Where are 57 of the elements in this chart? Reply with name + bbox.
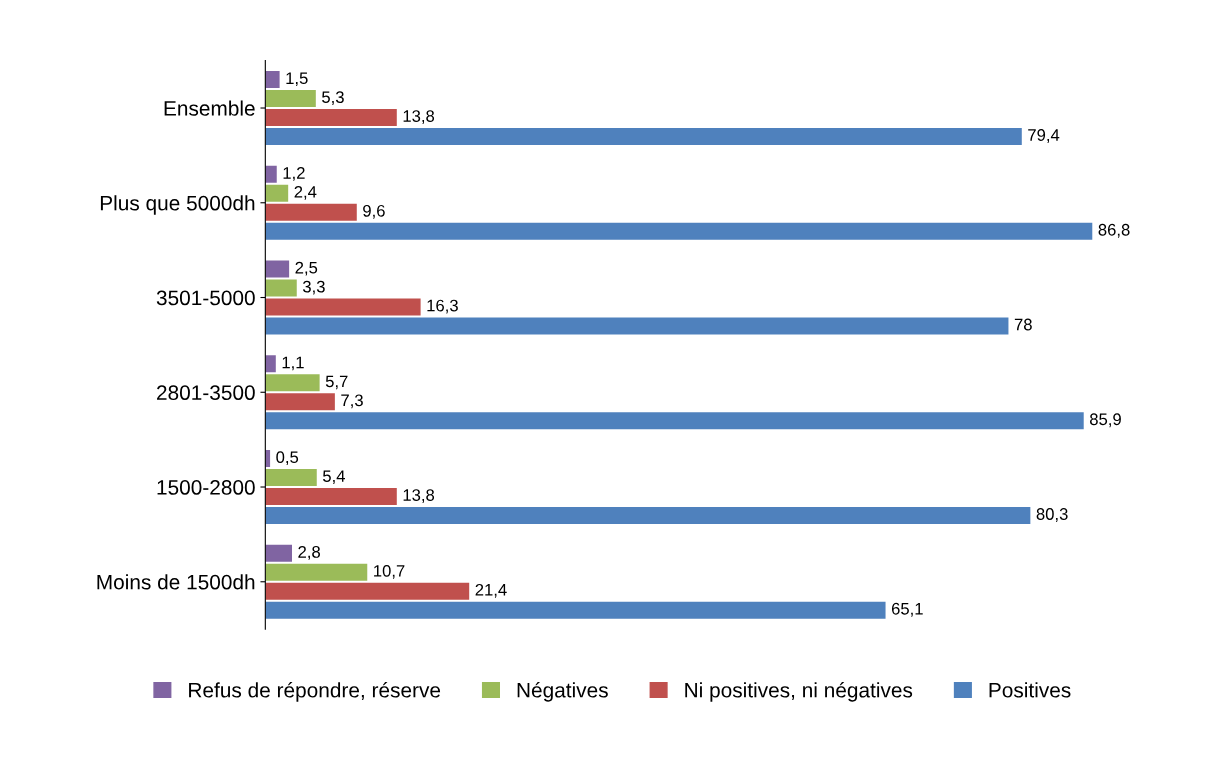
- bar: [265, 165, 277, 183]
- legend-label: Négatives: [517, 682, 608, 702]
- bar: [265, 108, 397, 127]
- bar: [265, 393, 335, 411]
- bar: [265, 469, 317, 487]
- y-tick-label: 2801-3500: [157, 385, 255, 401]
- bar: [265, 601, 886, 619]
- data-label: 13,8: [403, 110, 435, 124]
- legend-label: Positives: [989, 682, 1071, 698]
- bar: [265, 374, 320, 392]
- y-tick-label: 1500-2800: [157, 480, 255, 495]
- bar: [265, 582, 470, 600]
- data-label: 78: [1014, 318, 1032, 331]
- data-label: 2,4: [294, 185, 317, 200]
- data-label: 2,8: [298, 546, 320, 560]
- bar: [265, 563, 368, 581]
- bar: [265, 127, 1022, 145]
- bar: [265, 260, 290, 278]
- bar: [265, 487, 397, 506]
- bar: [265, 317, 1009, 335]
- legend-label: Ni positives, ni négatives: [685, 682, 913, 702]
- bar: [265, 412, 1084, 430]
- data-label: 13,8: [403, 489, 435, 503]
- legend-label: Refus de répondre, réserve: [189, 682, 441, 702]
- data-label: 3,3: [302, 280, 325, 295]
- bar: [265, 355, 276, 373]
- data-label: 16,3: [427, 299, 458, 314]
- data-label: 9,6: [363, 204, 385, 219]
- data-label: 1,1: [282, 356, 304, 371]
- data-label: 21,4: [475, 583, 507, 598]
- data-label: 5,3: [322, 91, 344, 105]
- bar: [265, 71, 280, 89]
- data-label: 0,5: [276, 451, 299, 466]
- y-tick-label: Plus que 5000dh: [100, 195, 255, 215]
- data-label: 65,1: [891, 602, 923, 617]
- y-tick-label: 3501-5000: [156, 290, 255, 306]
- data-label: 5,4: [322, 470, 345, 484]
- bar: [265, 203, 357, 221]
- data-label: 7,3: [341, 394, 363, 409]
- data-label: 80,3: [1036, 508, 1068, 522]
- data-label: 79,4: [1028, 129, 1060, 143]
- bar: [265, 184, 289, 202]
- bar: [265, 90, 316, 108]
- bar: [265, 506, 1031, 524]
- data-label: 10,7: [374, 564, 405, 579]
- y-tick-label: Ensemble: [164, 100, 255, 116]
- data-label: 5,7: [325, 375, 348, 390]
- data-label: 85,9: [1090, 413, 1121, 428]
- bar: [265, 279, 297, 297]
- data-label: 1,2: [283, 167, 305, 181]
- y-tick-label: Moins de 1500dh: [97, 574, 255, 590]
- bar: [265, 298, 421, 316]
- data-label: 1,5: [286, 72, 308, 87]
- data-label: 2,5: [295, 261, 318, 276]
- data-label: 86,8: [1098, 223, 1130, 238]
- bar: [265, 222, 1093, 240]
- bar: [265, 544, 292, 562]
